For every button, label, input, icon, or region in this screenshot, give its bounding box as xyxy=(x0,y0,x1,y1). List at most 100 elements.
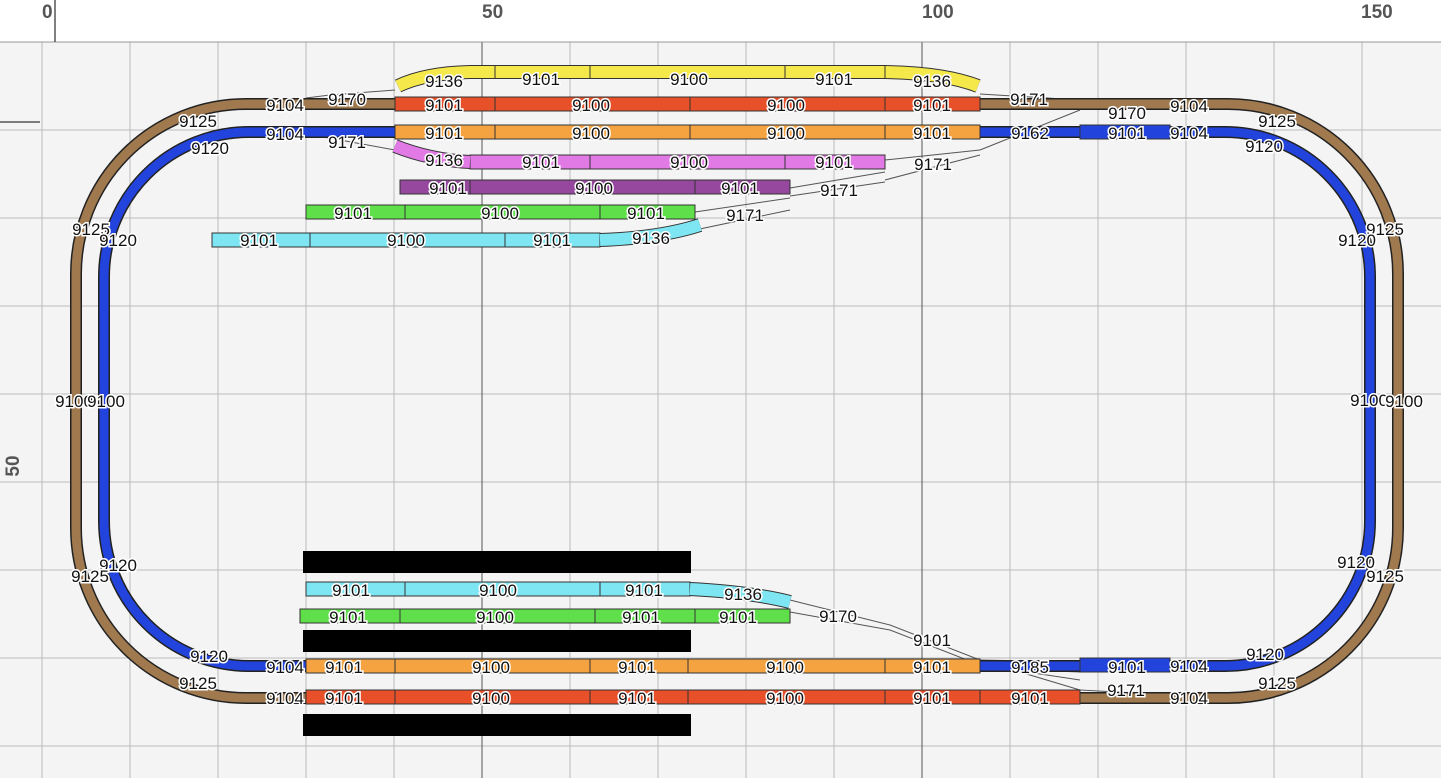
part-label: 9101 xyxy=(913,96,951,115)
part-label: 9101 xyxy=(913,658,951,677)
part-label: 9101 xyxy=(240,231,278,250)
ruler-y-label-50: 50 xyxy=(3,455,24,476)
part-label: 9101 xyxy=(625,581,663,600)
part-label: 9104 xyxy=(1170,124,1208,143)
track-strip-blue[interactable] xyxy=(1079,657,1171,673)
track-curve-cyan[interactable] xyxy=(599,219,702,246)
track-curve-cyan[interactable] xyxy=(689,583,792,608)
part-label: 9101 xyxy=(815,70,853,89)
part-label: 9120 xyxy=(99,556,137,575)
part-label: 9185 xyxy=(1011,658,1049,677)
ruler-x-label-50: 50 xyxy=(482,2,503,23)
track-strip-green[interactable] xyxy=(299,608,791,624)
part-label: 9101 xyxy=(627,204,665,223)
part-label: 9101 xyxy=(325,689,363,708)
part-label: 9100 xyxy=(767,124,805,143)
part-label: 9101 xyxy=(913,124,951,143)
part-label: 9101 xyxy=(618,689,656,708)
part-label: 9120 xyxy=(1246,645,1284,664)
part-label: 9100 xyxy=(766,658,804,677)
ruler-x-label-0: 0 xyxy=(42,2,53,23)
ruler-x-label-150: 150 xyxy=(1361,2,1393,23)
part-label: 9125 xyxy=(179,112,217,131)
track-strip-red[interactable] xyxy=(305,689,1081,705)
part-label: 9162 xyxy=(1011,124,1049,143)
part-label: 9125 xyxy=(1258,112,1296,131)
part-label: 9100 xyxy=(387,231,425,250)
part-label: 9100 xyxy=(572,124,610,143)
part-label: 9100 xyxy=(575,179,613,198)
part-label: 9120 xyxy=(1245,137,1283,156)
part-label: 9101 xyxy=(332,581,370,600)
platform-block xyxy=(303,551,691,573)
part-label: 9101 xyxy=(522,153,560,172)
platform-block xyxy=(303,630,691,652)
track-strip-green[interactable] xyxy=(305,204,696,220)
part-label: 9136 xyxy=(632,229,670,248)
part-label: 9120 xyxy=(99,231,137,250)
part-label: 9104 xyxy=(266,658,304,677)
ruler-x-label-100: 100 xyxy=(922,2,954,23)
part-label: 9171 xyxy=(328,133,366,152)
part-label: 9104 xyxy=(1170,657,1208,676)
part-label: 9125 xyxy=(1366,567,1404,586)
part-label: 9100 xyxy=(766,689,804,708)
part-label: 9170 xyxy=(819,607,857,626)
part-label: 9136 xyxy=(913,72,951,91)
part-label: 9101 xyxy=(618,658,656,677)
part-label: 9100 xyxy=(670,153,708,172)
part-label: 9171 xyxy=(820,181,858,200)
track-strip-orange[interactable] xyxy=(394,124,981,140)
part-label: 9171 xyxy=(914,155,952,174)
part-label: 9100 xyxy=(1385,392,1423,411)
part-label: 9100 xyxy=(767,96,805,115)
part-label: 9101 xyxy=(325,658,363,677)
ruler: 0 50 100 150 50 xyxy=(0,0,1441,477)
part-label: 9125 xyxy=(179,674,217,693)
track-pieces[interactable] xyxy=(70,65,1404,736)
part-label: 9100 xyxy=(472,658,510,677)
track-curve-pink[interactable] xyxy=(392,140,471,168)
part-label: 9104 xyxy=(266,125,304,144)
part-label: 9136 xyxy=(425,151,463,170)
part-label: 9171 xyxy=(1107,681,1145,700)
part-label: 9120 xyxy=(191,139,229,158)
part-label: 9125 xyxy=(72,220,110,239)
part-label: 9100 xyxy=(572,96,610,115)
part-label: 9101 xyxy=(721,179,759,198)
top-ruler xyxy=(0,0,1441,42)
part-label: 9171 xyxy=(1010,90,1048,109)
part-label: 9101 xyxy=(429,179,467,198)
part-label: 9101 xyxy=(1108,124,1146,143)
part-label: 9104 xyxy=(266,689,304,708)
part-labels: 9104 9170 9136 9101 9100 9101 9136 9171 9104 9125… xyxy=(54,69,1425,710)
track-strip-red[interactable] xyxy=(394,96,981,112)
part-label: 9101 xyxy=(329,608,367,627)
part-label: 9100 xyxy=(481,204,519,223)
part-label: 9100 xyxy=(670,70,708,89)
part-label: 9125 xyxy=(1366,220,1404,239)
part-label: 9100 xyxy=(476,608,514,627)
part-label: 9136 xyxy=(425,72,463,91)
part-label: 9125 xyxy=(1258,674,1296,693)
part-label: 9120 xyxy=(190,647,228,666)
part-label: 9170 xyxy=(328,90,366,109)
part-label: 9101 xyxy=(533,231,571,250)
part-label: 9170 xyxy=(1108,104,1146,123)
part-label: 9104 xyxy=(1170,689,1208,708)
part-label: 9101 xyxy=(1011,689,1049,708)
part-label: 9104 xyxy=(1170,97,1208,116)
part-label: 9101 xyxy=(913,631,951,650)
part-label: 9101 xyxy=(425,124,463,143)
part-label: 9120 xyxy=(1337,553,1375,572)
part-label: 9100 xyxy=(55,392,93,411)
track-strip-orange[interactable] xyxy=(305,658,981,674)
part-label: 9101 xyxy=(815,153,853,172)
part-label: 9136 xyxy=(724,585,762,604)
part-label: 9101 xyxy=(334,204,372,223)
track-strip-purple[interactable] xyxy=(399,179,791,195)
track-strip-blue[interactable] xyxy=(1079,124,1171,140)
part-label: 9101 xyxy=(425,96,463,115)
part-label: 9104 xyxy=(266,96,304,115)
